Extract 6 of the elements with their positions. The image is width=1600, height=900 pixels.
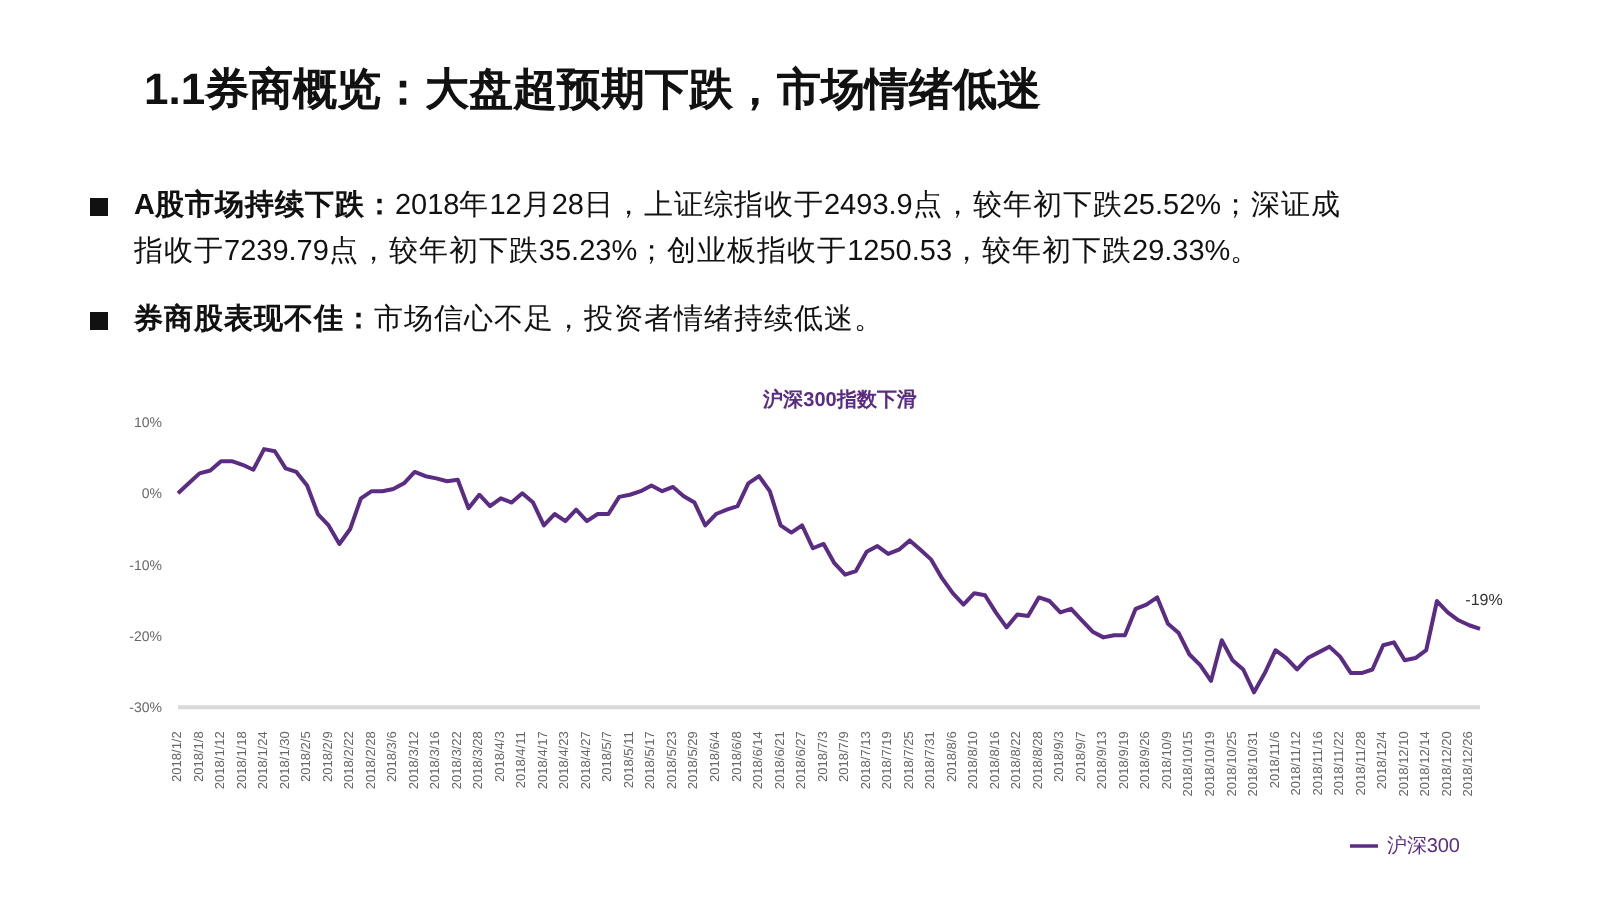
data-label: -19% bbox=[1465, 590, 1503, 609]
text: 券商股表现不佳：市场信心不足，投资者情绪持续低迷。 bbox=[134, 301, 886, 340]
chart-subtitle: 沪深300指数下滑 bbox=[761, 386, 919, 414]
legend-label: 沪深300 bbox=[1386, 835, 1460, 858]
chart-title: 1.1券商概览：大盘超预期下跌，市场情绪低迷 bbox=[144, 62, 1042, 118]
text: A股市场持续下跌：2018年12月28日，上证综指收于2493.9点，较年初下跌25.52%；深证成指收于7239.79点，较年初下跌35.23%；创业板指收于1250.53，较年初下跌29.33%。 bbox=[134, 187, 1344, 272]
